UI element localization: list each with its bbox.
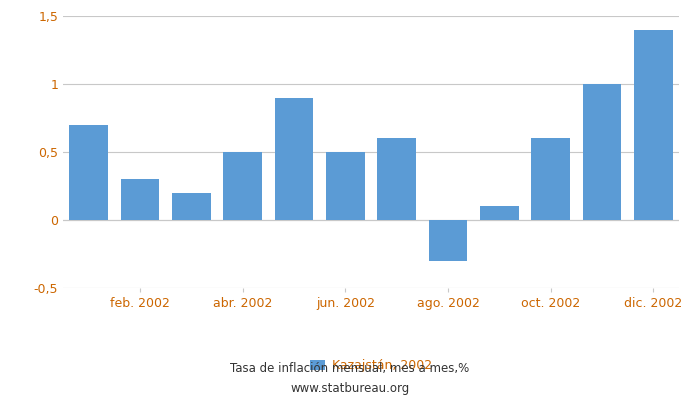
Bar bbox=[428, 220, 468, 261]
Bar bbox=[582, 84, 622, 220]
Bar bbox=[172, 193, 211, 220]
Bar bbox=[634, 30, 673, 220]
Bar bbox=[480, 206, 519, 220]
Bar bbox=[223, 152, 262, 220]
Bar bbox=[377, 138, 416, 220]
Bar bbox=[69, 125, 108, 220]
Legend: Kazajstán, 2002: Kazajstán, 2002 bbox=[305, 354, 437, 377]
Text: www.statbureau.org: www.statbureau.org bbox=[290, 382, 410, 395]
Bar bbox=[120, 179, 160, 220]
Bar bbox=[531, 138, 570, 220]
Bar bbox=[274, 98, 314, 220]
Text: Tasa de inflación mensual, mes a mes,%: Tasa de inflación mensual, mes a mes,% bbox=[230, 362, 470, 375]
Bar bbox=[326, 152, 365, 220]
